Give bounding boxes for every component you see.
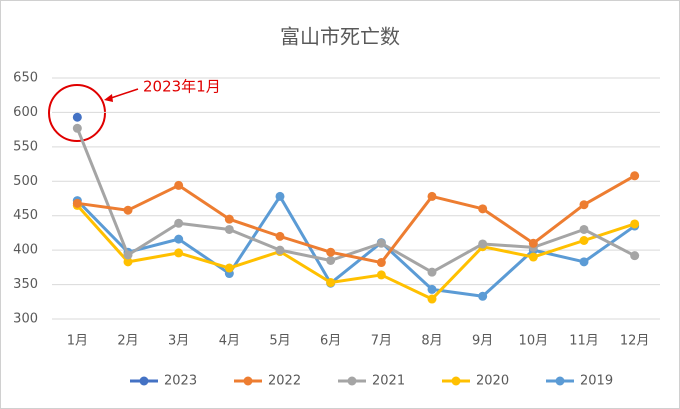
legend-marker — [243, 376, 253, 386]
x-tick-label: 5月 — [269, 334, 290, 349]
chart-title: 富山市死亡数 — [280, 25, 400, 49]
legend-marker — [451, 376, 461, 386]
x-tick-label: 3月 — [168, 334, 189, 349]
y-tick-label: 600 — [13, 105, 38, 120]
data-point — [224, 263, 234, 273]
y-tick-label: 500 — [13, 174, 38, 189]
x-tick-label: 8月 — [421, 334, 442, 349]
annotation: 2023年1月 — [143, 78, 221, 96]
data-point — [427, 267, 437, 277]
data-point — [528, 252, 538, 262]
data-point — [123, 257, 133, 267]
x-tick-label: 1月 — [67, 334, 88, 349]
y-tick-label: 450 — [13, 208, 38, 223]
x-tick-label: 7月 — [371, 334, 392, 349]
y-tick-label: 650 — [13, 71, 38, 86]
legend-label: 2021 — [372, 374, 405, 389]
legend-label: 2023 — [164, 374, 197, 389]
legend-label: 2020 — [476, 374, 509, 389]
data-point — [579, 257, 589, 267]
data-point — [326, 278, 336, 288]
data-point — [630, 171, 640, 181]
x-tick-label: 4月 — [219, 334, 240, 349]
x-tick-label: 2月 — [117, 334, 138, 349]
data-point — [376, 238, 386, 248]
data-point — [174, 180, 184, 190]
data-point — [275, 191, 285, 201]
data-point — [174, 248, 184, 258]
data-point — [427, 294, 437, 304]
legend-label: 2019 — [580, 374, 613, 389]
x-tick-label: 12月 — [620, 334, 650, 349]
series-line — [76, 204, 636, 301]
data-point — [275, 245, 285, 255]
y-tick-label: 400 — [13, 243, 38, 258]
x-tick-label: 9月 — [472, 334, 493, 349]
data-point — [579, 200, 589, 210]
data-point — [174, 234, 184, 244]
series-line — [77, 174, 636, 265]
data-point — [72, 112, 82, 122]
data-point — [376, 258, 386, 268]
data-point — [427, 191, 437, 201]
data-point — [326, 255, 336, 265]
data-point — [528, 238, 538, 248]
x-tick-label: 6月 — [320, 334, 341, 349]
data-point — [224, 224, 234, 234]
data-point — [275, 231, 285, 241]
series-line — [76, 194, 636, 298]
data-point — [478, 239, 488, 249]
data-point — [478, 204, 488, 214]
data-point — [174, 218, 184, 228]
x-tick-label: 11月 — [569, 334, 599, 349]
data-point — [579, 224, 589, 234]
data-point — [224, 214, 234, 224]
x-tick-label: 10月 — [519, 334, 549, 349]
data-point — [630, 251, 640, 261]
data-point — [72, 123, 82, 133]
legend-label: 2022 — [268, 374, 301, 389]
y-tick-label: 350 — [13, 277, 38, 292]
y-tick-label: 550 — [13, 139, 38, 154]
data-point — [123, 250, 133, 260]
data-point — [579, 236, 589, 246]
series-line — [75, 127, 636, 274]
data-point — [376, 270, 386, 280]
annotation-arrow — [107, 88, 139, 100]
annotation-arrowhead — [104, 94, 113, 102]
y-tick-label: 300 — [13, 312, 38, 327]
data-point — [427, 284, 437, 294]
data-point — [630, 219, 640, 229]
data-point — [123, 205, 133, 215]
data-point — [326, 247, 336, 257]
data-point — [72, 198, 82, 208]
legend-marker — [347, 376, 357, 386]
legend-marker — [139, 376, 149, 386]
annotation-circle — [48, 84, 106, 142]
legend-marker — [555, 376, 565, 386]
data-point — [478, 291, 488, 301]
